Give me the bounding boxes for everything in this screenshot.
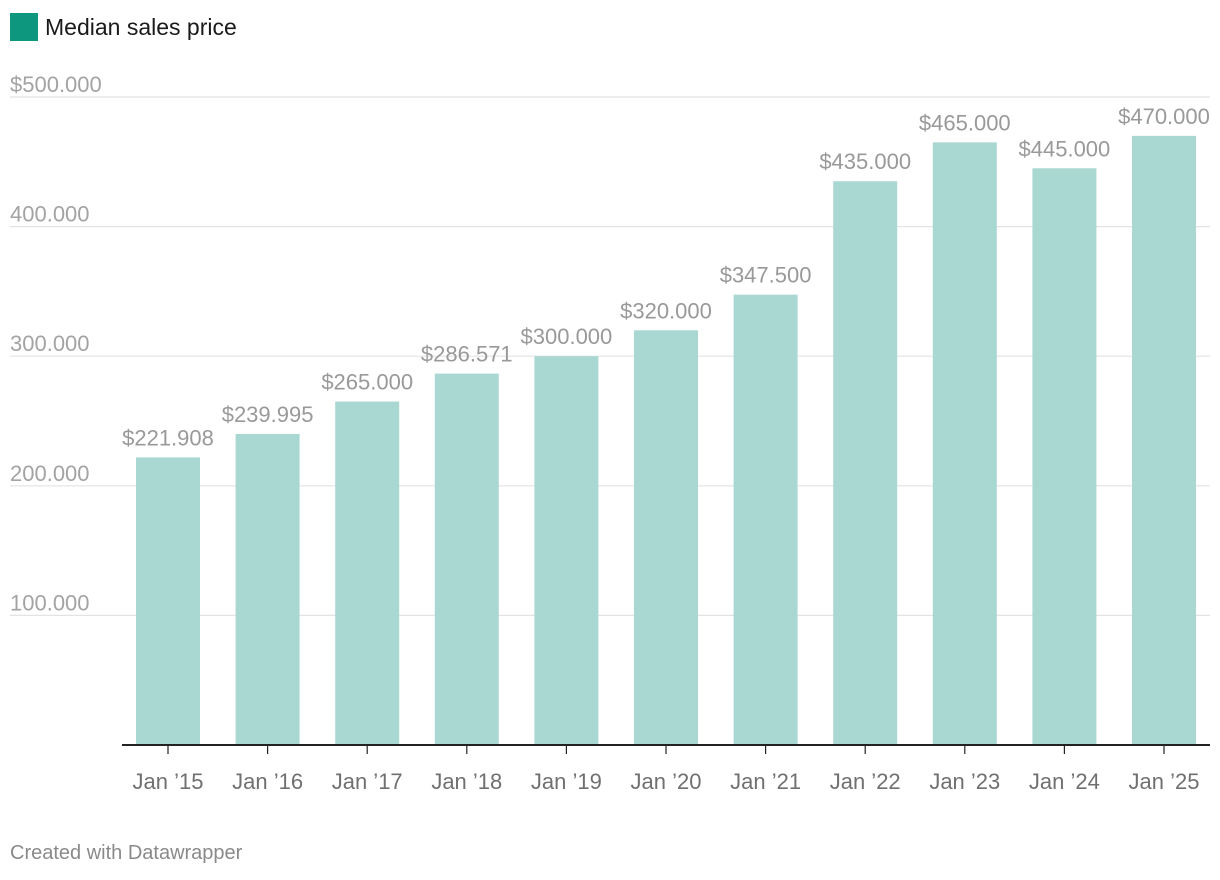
bar <box>534 356 599 745</box>
x-tick-label: Jan ’17 <box>332 769 403 794</box>
x-tick-label: Jan ’24 <box>1029 769 1100 794</box>
y-tick-label: $500.000 <box>10 72 102 97</box>
data-label: $470.000 <box>1118 104 1210 129</box>
x-tick-label: Jan ’21 <box>730 769 801 794</box>
data-label: $221.908 <box>122 425 214 450</box>
y-tick-label: 200.000 <box>10 461 90 486</box>
legend-label: Median sales price <box>45 13 237 40</box>
y-tick-label: 100.000 <box>10 590 90 615</box>
legend: Median sales price <box>10 12 237 42</box>
data-label: $300.000 <box>521 324 613 349</box>
x-axis-ticks: Jan ’15 Jan ’16 Jan ’17 Jan ’18 Jan ’19 Jan ’… <box>133 769 1200 794</box>
bar <box>1132 135 1196 745</box>
y-tick-label: 300.000 <box>10 331 90 356</box>
legend-swatch <box>10 13 38 41</box>
data-label: $347.500 <box>720 263 812 288</box>
bar <box>932 142 997 746</box>
bar <box>733 294 798 745</box>
data-label: $265.000 <box>321 370 413 395</box>
bar <box>235 433 300 745</box>
x-tick-label: Jan ’22 <box>830 769 901 794</box>
bar <box>434 373 499 745</box>
data-label: $239.995 <box>222 402 314 427</box>
bar <box>833 181 898 746</box>
y-tick-label: 400.000 <box>10 202 90 227</box>
x-tick-label: Jan ’23 <box>929 769 1000 794</box>
data-label: $320.000 <box>620 298 712 323</box>
x-tick-label: Jan ’16 <box>232 769 303 794</box>
bar <box>634 330 698 745</box>
data-label: $435.000 <box>819 149 911 174</box>
x-tick-label: Jan ’19 <box>531 769 602 794</box>
x-tick-label: Jan ’15 <box>133 769 204 794</box>
bar <box>136 457 200 745</box>
y-axis-ticks: 100.000 200.000 300.000 400.000 $500.000 <box>10 72 102 615</box>
data-label: $465.000 <box>919 110 1011 135</box>
data-labels: $221.908 $239.995 $265.000 $286.571 $300.000… <box>122 104 1210 451</box>
x-tick-label: Jan ’25 <box>1129 769 1200 794</box>
data-label: $445.000 <box>1019 136 1111 161</box>
gridlines <box>10 96 1210 617</box>
x-tick-label: Jan ’18 <box>431 769 502 794</box>
x-axis <box>122 744 1210 754</box>
data-label: $286.571 <box>421 342 513 367</box>
bar <box>335 401 400 745</box>
x-tick-label: Jan ’20 <box>631 769 702 794</box>
bar <box>1032 168 1097 745</box>
footer-credit: Created with Datawrapper <box>10 842 243 864</box>
bars <box>136 135 1196 746</box>
